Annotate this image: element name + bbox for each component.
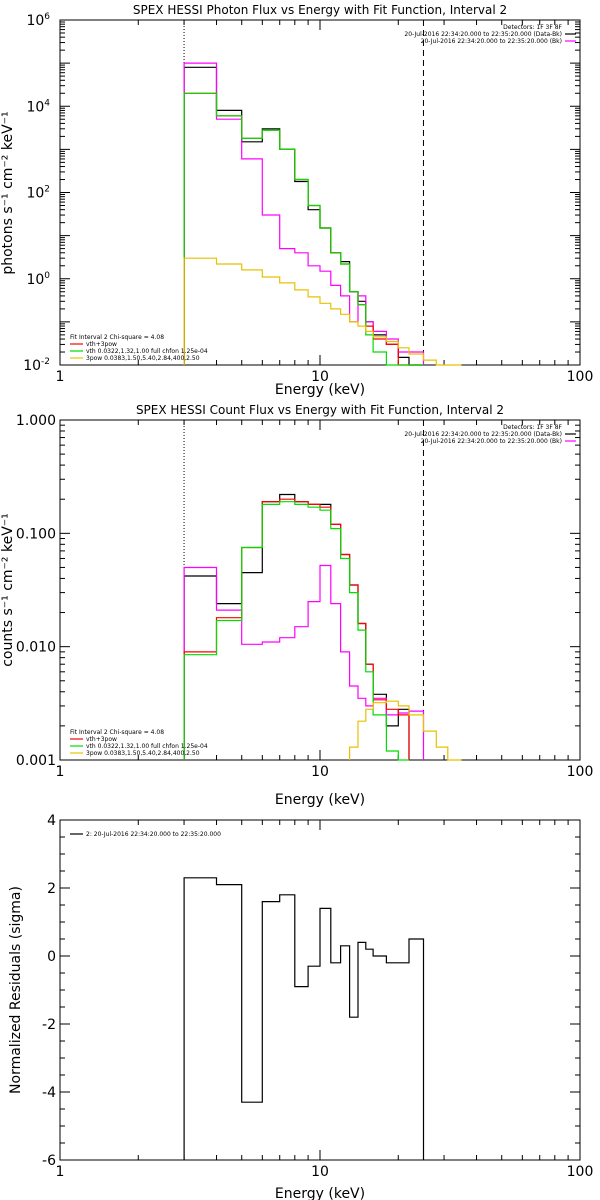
x-axis-label: Energy (keV): [275, 792, 365, 808]
x-tick-label: 1: [56, 764, 65, 780]
x-ticks: 1 10 100: [56, 20, 594, 385]
panel-title: SPEX HESSI Count Flux vs Energy with Fit…: [136, 403, 504, 417]
legend-entry: 20-Jul-2016 22:34:20.000 to 22:35:20.000…: [404, 431, 562, 438]
legend-entry: Fit Interval 2 Chi-square = 4.08: [70, 334, 164, 341]
y-tick-label: 102: [26, 185, 50, 202]
y-tick-label: -4: [42, 1085, 56, 1101]
photon-flux-panel: SPEX HESSI Photon Flux vs Energy with Fi…: [0, 3, 593, 398]
series-line: [183, 66, 424, 366]
legend-entry: Detectors: 1F 3F 8F: [503, 424, 562, 431]
y-tick-label: 4: [47, 813, 56, 829]
y-tick-label: 0.100: [16, 526, 56, 542]
y-tick-label: 106: [26, 12, 50, 29]
series-line: [183, 92, 424, 366]
panel-title: SPEX HESSI Photon Flux vs Energy with Fi…: [133, 3, 507, 17]
y-axis-label: counts s⁻¹ cm⁻² keV⁻¹: [0, 513, 16, 667]
legend-entry: 20-Jul-2016 22:34:20.000 to 22:35:20.000…: [404, 31, 562, 38]
x-tick-label: 100: [567, 764, 594, 780]
series-line: [349, 700, 462, 761]
y-tick-label: 100: [26, 271, 50, 288]
x-tick-label: 1: [56, 369, 65, 385]
y-tick-label: -6: [42, 1153, 56, 1169]
legend-entry: Fit Interval 2 Chi-square = 4.08: [70, 729, 164, 736]
legend-entry: 20-Jul-2016 22:34:20.000 to 22:35:20.000…: [421, 38, 562, 45]
x-tick-label: 10: [311, 1164, 329, 1180]
legend-entry: vth+3pow: [86, 341, 117, 348]
residuals-panel: 1 10 100 -6 -4 -2 0 2 4 Energy (keV) Normalized…: [8, 813, 593, 1200]
y-tick-label: 1.000: [16, 413, 56, 429]
series-layer: [183, 493, 462, 761]
x-tick-label: 100: [567, 1164, 594, 1180]
legend-entry: vth 0.0322,1.32,1.00 full chfon 1.25e-04: [86, 348, 208, 355]
y-tick-label: 2: [47, 881, 56, 897]
series-line: [183, 62, 425, 365]
legend-entry: Detectors: 1F 3F 8F: [503, 24, 562, 31]
reference-lines: [183, 20, 424, 365]
legend-left: Fit Interval 2 Chi-square = 4.08vth+3pow…: [70, 729, 208, 757]
y-tick-label: 0.001: [16, 753, 56, 769]
legend-entry: vth+3pow: [86, 736, 117, 743]
legend-entry: vth 0.0322,1.32,1.00 full chfon 1.25e-04: [86, 743, 208, 750]
y-tick-label: 104: [26, 98, 50, 115]
x-ticks: 1 10 100: [56, 420, 594, 780]
legend-entry: 3pow 0.0383,1.50,5.40,2.84,400,2.50: [86, 355, 200, 362]
series-line: [183, 498, 410, 760]
series-line: [183, 564, 425, 760]
legend-entry: 20-Jul-2016 22:34:20.000 to 22:35:20.000…: [421, 438, 562, 445]
x-tick-label: 100: [567, 369, 594, 385]
legend-left: 2: 20-Jul-2016 22:34:20.000 to 22:35:20.…: [70, 831, 221, 838]
y-ticks: 0.001 0.010 0.100 1.000: [16, 413, 580, 769]
y-tick-label: -2: [42, 1017, 56, 1033]
y-tick-label: 10-2: [23, 357, 50, 374]
x-axis-label: Energy (keV): [275, 382, 365, 398]
x-tick-label: 1: [56, 1164, 65, 1180]
x-tick-label: 10: [311, 369, 329, 385]
y-tick-label: 0: [47, 949, 56, 965]
plot-frame: [59, 19, 581, 366]
legend-entry: 3pow 0.0383,1.50,5.40,2.84,400,2.50: [86, 750, 200, 757]
legend-left: Fit Interval 2 Chi-square = 4.08vth+3pow…: [70, 334, 208, 362]
series-layer: [183, 62, 462, 366]
series-line: [183, 877, 425, 1160]
series-layer: [183, 877, 425, 1160]
reference-lines: [183, 420, 424, 760]
y-axis-label: photons s⁻¹ cm⁻² keV⁻¹: [0, 111, 16, 274]
series-line: [183, 92, 424, 366]
y-axis-label: Normalized Residuals (sigma): [8, 886, 24, 1094]
series-line: [183, 257, 462, 366]
count-flux-panel: SPEX HESSI Count Flux vs Energy with Fit…: [0, 403, 593, 808]
y-ticks: -6 -4 -2 0 2 4: [42, 813, 580, 1169]
plot-frame: [59, 819, 581, 1161]
x-axis-label: Energy (keV): [275, 1186, 365, 1200]
series-line: [183, 501, 409, 761]
x-tick-label: 10: [311, 764, 329, 780]
x-ticks: 1 10 100: [56, 820, 594, 1180]
y-tick-label: 0.010: [16, 640, 56, 656]
legend-entry: 2: 20-Jul-2016 22:34:20.000 to 22:35:20.…: [86, 831, 221, 838]
y-ticks: 10-2 100 102 104 106: [23, 12, 580, 374]
